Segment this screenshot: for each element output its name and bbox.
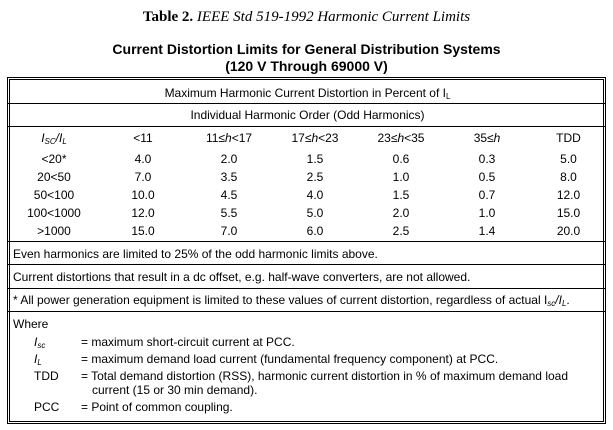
col-header-isc-il: ISC/IL — [41, 131, 67, 146]
table-cell: 4.5 — [220, 188, 238, 202]
def-pcc-desc: = Point of common coupling. — [81, 400, 233, 414]
table-cell: 5.0 — [306, 206, 324, 220]
table-cell: 1.4 — [478, 224, 496, 238]
def-pcc-symbol: PCC — [34, 400, 60, 414]
table-cell: 1.5 — [392, 188, 410, 202]
table-caption: Table 2. IEEE Std 519-1992 Harmonic Curr… — [0, 9, 613, 26]
table-cell: 3.5 — [220, 170, 238, 184]
table-cell: 4.0 — [306, 188, 324, 202]
table-cell: 1.0 — [392, 170, 410, 184]
table-cell: 1.0 — [478, 206, 496, 220]
note-even-harmonics: Even harmonics are limited to 25% of the… — [13, 247, 378, 261]
table-cell: 2.5 — [392, 224, 410, 238]
divider — [8, 311, 605, 312]
table-cell: 1.5 — [306, 152, 324, 166]
def-tdd-desc-cont: current (15 or 30 min demand). — [92, 383, 258, 397]
table-cell: 15.0 — [556, 206, 581, 220]
row-ratio-cell: 50<100 — [33, 188, 75, 202]
table-cell: 0.6 — [392, 152, 410, 166]
limits-table: Maximum Harmonic Current Distortion in P… — [7, 77, 606, 424]
table-cell: 0.7 — [478, 188, 496, 202]
caption-title: IEEE Std 519-1992 Harmonic Current Limit… — [196, 9, 471, 25]
table-heading-line1: Current Distortion Limits for General Di… — [112, 41, 501, 57]
table-cell: 20.0 — [556, 224, 581, 238]
table-cell: 10.0 — [131, 188, 155, 202]
divider — [8, 288, 605, 289]
def-il-desc: = maximum demand load current (fundament… — [81, 352, 499, 366]
table-cell: 7.0 — [220, 224, 238, 238]
note-dc-offset: Current distortions that result in a dc … — [13, 270, 471, 284]
row-ratio-cell: 20<50 — [37, 170, 71, 184]
def-isc-symbol: Isc — [34, 335, 46, 350]
table-cell: 12.0 — [131, 206, 155, 220]
table-cell: 7.0 — [134, 170, 152, 184]
def-tdd-desc: = Total demand distortion (RSS), harmoni… — [81, 369, 569, 383]
divider — [8, 264, 605, 265]
table-cell: 8.0 — [560, 170, 577, 184]
table-cell: 6.0 — [306, 224, 324, 238]
row-ratio-cell: >1000 — [37, 224, 71, 238]
divider — [8, 103, 605, 104]
col-header-35up: 35≤h — [473, 131, 501, 145]
def-isc-desc: = maximum short-circuit current at PCC. — [81, 335, 295, 349]
table-cell: 4.0 — [134, 152, 152, 166]
col-header-lt11: <11 — [133, 131, 153, 145]
col-header-17-23: 17≤h<23 — [291, 131, 339, 145]
caption-prefix: Table 2. — [142, 9, 194, 25]
def-tdd-symbol: TDD — [34, 369, 59, 383]
where-label: Where — [13, 317, 49, 331]
table-cell: 2.0 — [392, 206, 410, 220]
def-il-symbol: IL — [34, 352, 42, 367]
table-cell: 15.0 — [131, 224, 155, 238]
header-sub: Individual Harmonic Order (Odd Harmonics… — [190, 108, 425, 122]
table-cell: 0.3 — [478, 152, 496, 166]
col-header-tdd: TDD — [556, 131, 581, 145]
row-ratio-cell: <20* — [41, 152, 67, 166]
note-power-generation: * All power generation equipment is limi… — [13, 293, 570, 308]
table-cell: 5.5 — [220, 206, 238, 220]
table-heading-line2: (120 V Through 69000 V) — [225, 58, 388, 74]
table-cell: 12.0 — [556, 188, 581, 202]
col-header-11-17: 11≤h<17 — [205, 131, 253, 145]
table-cell: 2.5 — [306, 170, 324, 184]
divider — [8, 241, 605, 242]
divider — [8, 126, 605, 127]
col-header-23-35: 23≤h<35 — [377, 131, 425, 145]
table-cell: 0.5 — [478, 170, 496, 184]
header-main: Maximum Harmonic Current Distortion in P… — [164, 86, 451, 101]
table-cell: 5.0 — [560, 152, 577, 166]
row-ratio-cell: 100<1000 — [27, 206, 81, 220]
table-cell: 2.0 — [220, 152, 238, 166]
